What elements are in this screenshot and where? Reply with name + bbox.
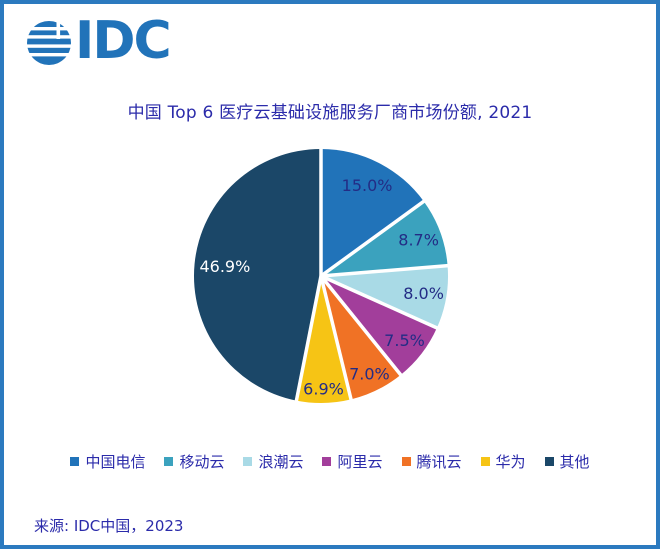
legend-item-china-telecom: 中国电信 — [70, 451, 145, 472]
legend-label: 其他 — [559, 453, 590, 471]
legend-swatch-tencent-cloud — [401, 457, 411, 466]
legend-swatch-inspur-cloud — [243, 457, 253, 466]
legend-item-huawei: 华为 — [480, 451, 526, 472]
chart-title: 中国 Top 6 医疗云基础设施服务厂商市场份额, 2021 — [127, 103, 533, 123]
source-note: 来源: IDC中国，2023 — [34, 517, 184, 535]
legend-item-inspur-cloud: 浪潮云 — [243, 451, 303, 472]
legend-swatch-china-telecom — [70, 457, 80, 466]
pie-label-others: 46.9% — [199, 257, 250, 276]
legend-label: 移动云 — [179, 453, 225, 471]
slice-separator — [320, 274, 439, 330]
legend-label: 中国电信 — [85, 453, 146, 471]
pie-label-tencent-cloud: 7.0% — [349, 364, 390, 383]
legend-item-alibaba-cloud: 阿里云 — [322, 451, 383, 472]
pie-slice-mobile-cloud — [321, 201, 448, 276]
pie-slice-alibaba-cloud — [321, 276, 437, 375]
idc-logo: IDC — [26, 15, 172, 67]
pie-label-mobile-cloud: 8.7% — [398, 230, 439, 249]
legend-swatch-others — [544, 457, 554, 466]
pie-slice-huawei — [296, 276, 352, 404]
slice-separator — [319, 275, 353, 401]
legend-item-others: 其他 — [544, 451, 590, 472]
pie-slice-tencent-cloud — [321, 276, 401, 400]
pie-slice-china-telecom — [321, 149, 424, 276]
legend-item-mobile-cloud: 移动云 — [164, 451, 224, 472]
legend-swatch-huawei — [480, 457, 490, 466]
legend-swatch-alibaba-cloud — [322, 457, 332, 466]
pie-slice-others — [193, 149, 321, 401]
pie-slice-inspur-cloud — [321, 265, 449, 328]
pie-label-china-telecom: 15.0% — [342, 176, 393, 195]
idc-logo-text: IDC — [75, 11, 172, 71]
slice-separator — [319, 274, 403, 377]
legend-label: 浪潮云 — [258, 453, 304, 471]
legend: 中国电信 移动云 浪潮云 阿里云 腾讯云 华为 其他 — [4, 451, 656, 472]
slice-separator — [294, 275, 323, 402]
legend-item-tencent-cloud: 腾讯云 — [401, 451, 462, 472]
pie-label-inspur-cloud: 8.0% — [403, 284, 444, 303]
legend-swatch-mobile-cloud — [164, 457, 174, 466]
idc-globe-icon — [26, 20, 72, 65]
pie-label-alibaba-cloud: 7.5% — [384, 331, 425, 350]
legend-label: 腾讯云 — [416, 453, 462, 471]
pie-chart: 15.0% 8.7% 8.0% 7.5% 7.0% 6.9% 46.9% — [193, 148, 449, 404]
legend-label: 华为 — [495, 453, 526, 471]
legend-label: 阿里云 — [337, 453, 383, 471]
slice-separator — [320, 263, 449, 278]
pie-label-huawei: 6.9% — [303, 380, 344, 399]
slice-separator — [319, 199, 426, 278]
